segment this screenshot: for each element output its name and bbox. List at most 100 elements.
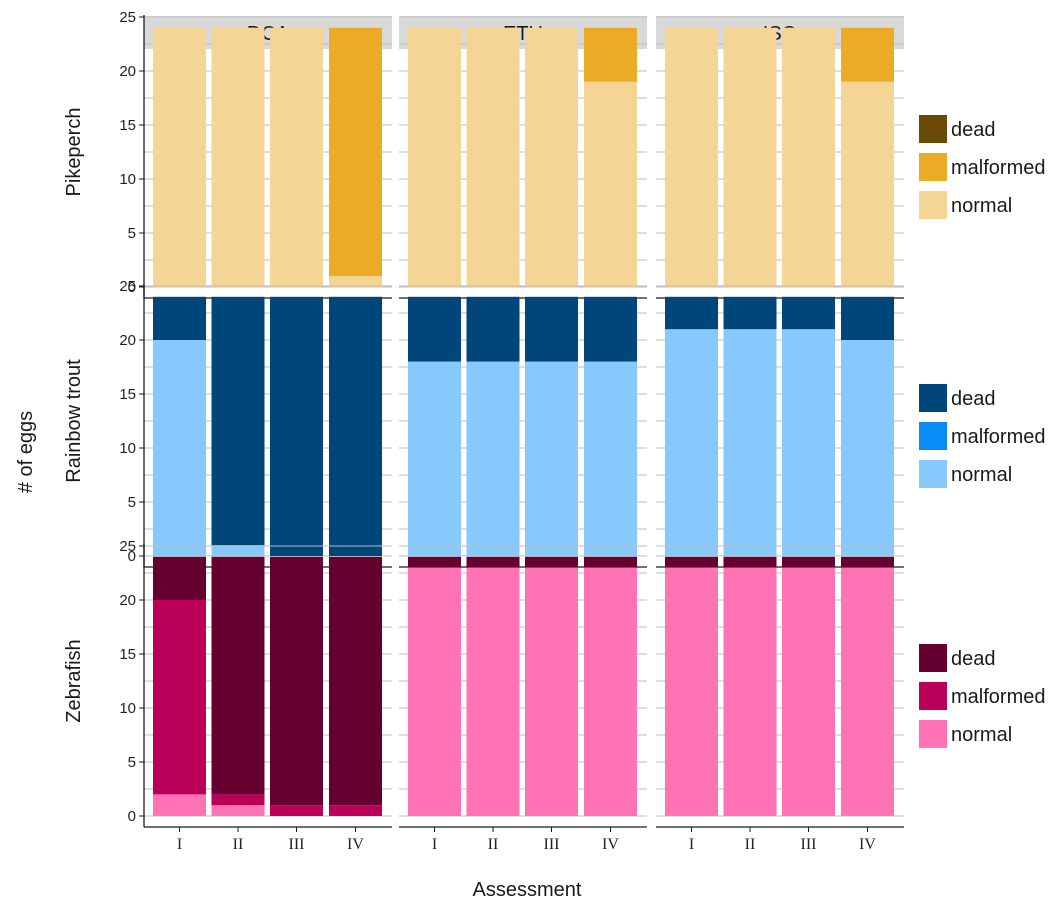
y-tick-label: 10: [119, 700, 136, 717]
x-tick-label-eth-I: I: [432, 836, 437, 853]
legend-pikeperch: dead malformed normal: [919, 115, 1045, 219]
bar-rainbow-trout-iso-I-dead: [665, 296, 718, 330]
bar-pikeperch-dca-I-normal: [153, 27, 206, 288]
bar-zebrafish-dca-I-dead: [153, 556, 206, 600]
x-axis: I II III IV I II III IV I II III IV: [177, 827, 876, 853]
bar-rainbow-trout-dca-I-dead: [153, 296, 206, 340]
bar-zebrafish-eth-IV-normal: [584, 567, 637, 816]
bar-zebrafish-iso-II-dead: [723, 556, 777, 568]
y-tick-label: 15: [119, 646, 136, 663]
panel-pikeperch-iso: [656, 16, 904, 299]
bar-rainbow-trout-eth-III-dead: [525, 296, 578, 362]
bar-zebrafish-eth-III-normal: [525, 567, 578, 816]
y-tick-label: 5: [128, 225, 136, 242]
bar-pikeperch-dca-IV-normal: [329, 276, 382, 287]
y-tick-label: 5: [128, 754, 136, 771]
bar-zebrafish-eth-III-dead: [525, 556, 578, 568]
bar-zebrafish-eth-I-dead: [408, 556, 461, 568]
y-tick-label: 25: [119, 538, 136, 555]
x-tick-label-eth-II: II: [488, 836, 499, 853]
bar-pikeperch-dca-IV-malformed: [329, 27, 382, 277]
y-tick-label: 0: [128, 808, 136, 825]
bar-zebrafish-eth-IV-dead: [584, 556, 637, 568]
legend-label-normal: normal: [951, 464, 1012, 486]
legend-label-normal: normal: [951, 195, 1012, 217]
bar-zebrafish-iso-III-dead: [782, 556, 835, 568]
y-tick-label: 0: [128, 279, 136, 296]
bar-rainbow-trout-eth-I-dead: [408, 296, 461, 362]
bar-rainbow-trout-eth-II-normal: [466, 361, 520, 556]
y-tick-label: 20: [119, 63, 136, 80]
x-tick-label-dca-III: III: [289, 836, 305, 853]
y-tick-label: 20: [119, 332, 136, 349]
panel-zebrafish-iso: [656, 545, 904, 828]
row-label-rainbow-trout: Rainbow trout: [63, 359, 85, 483]
y-tick-label: 15: [119, 117, 136, 134]
y-tick-label: 5: [128, 494, 136, 511]
y-tick-label: 0: [128, 548, 136, 565]
bar-rainbow-trout-eth-III-normal: [525, 361, 578, 556]
bar-zebrafish-iso-IV-dead: [841, 556, 894, 568]
bar-rainbow-trout-iso-III-dead: [782, 296, 835, 330]
bar-zebrafish-eth-I-normal: [408, 567, 461, 816]
bar-zebrafish-eth-II-dead: [466, 556, 520, 568]
y-tick-label: 25: [119, 9, 136, 26]
y-tick-label: 25: [119, 278, 136, 295]
bar-zebrafish-dca-III-dead: [270, 556, 323, 806]
bar-rainbow-trout-eth-IV-normal: [584, 361, 637, 556]
bar-rainbow-trout-iso-II-dead: [723, 296, 777, 330]
panel-pikeperch-eth: [399, 16, 647, 299]
legend-rainbow-trout: dead malformed normal: [919, 384, 1045, 488]
bar-pikeperch-iso-III-normal: [782, 27, 835, 288]
bar-zebrafish-dca-I-malformed: [153, 600, 206, 795]
bar-zebrafish-iso-I-normal: [665, 567, 718, 816]
legend-swatch-dead: [919, 115, 947, 143]
legend-swatch-normal: [919, 720, 947, 748]
x-tick-label-iso-II: II: [745, 836, 756, 853]
bar-rainbow-trout-iso-II-normal: [723, 329, 777, 556]
bar-pikeperch-dca-III-normal: [270, 27, 323, 288]
bar-rainbow-trout-iso-III-normal: [782, 329, 835, 556]
bar-pikeperch-iso-IV-normal: [841, 81, 894, 287]
row-labels: Pikeperch Rainbow trout Zebrafish: [63, 108, 85, 723]
legend-swatch-dead: [919, 644, 947, 672]
bar-pikeperch-iso-II-normal: [723, 27, 777, 288]
bar-rainbow-trout-iso-IV-normal: [841, 340, 894, 556]
panel-rainbow-trout-eth: [399, 285, 647, 568]
y-tick-label: 10: [119, 440, 136, 457]
bar-zebrafish-dca-IV-malformed: [329, 805, 382, 816]
row-label-zebrafish: Zebrafish: [63, 639, 85, 722]
bar-rainbow-trout-eth-II-dead: [466, 296, 520, 362]
row-label-pikeperch: Pikeperch: [63, 108, 85, 197]
bar-zebrafish-iso-I-dead: [665, 556, 718, 568]
bar-rainbow-trout-eth-IV-dead: [584, 296, 637, 362]
legend-zebrafish: dead malformed normal: [919, 644, 1045, 748]
y-tick-label: 20: [119, 592, 136, 609]
bar-pikeperch-eth-IV-normal: [584, 81, 637, 287]
x-tick-label-dca-II: II: [233, 836, 244, 853]
legend-label-malformed: malformed: [951, 157, 1045, 179]
legend-swatch-normal: [919, 191, 947, 219]
legend-label-dead: dead: [951, 648, 996, 670]
bar-rainbow-trout-iso-IV-dead: [841, 296, 894, 340]
y-tick-label: 15: [119, 386, 136, 403]
legend-label-dead: dead: [951, 119, 996, 141]
x-tick-label-eth-IV: IV: [602, 836, 619, 853]
bar-zebrafish-dca-II-malformed: [211, 794, 265, 806]
bar-rainbow-trout-dca-II-normal: [211, 545, 265, 556]
legend-label-malformed: malformed: [951, 426, 1045, 448]
bar-rainbow-trout-dca-II-dead: [211, 296, 265, 546]
panel-rainbow-trout-dca: [144, 285, 392, 568]
bar-zebrafish-eth-II-normal: [466, 567, 520, 816]
x-tick-label-iso-IV: IV: [859, 836, 876, 853]
bar-rainbow-trout-dca-I-normal: [153, 340, 206, 556]
x-tick-label-iso-I: I: [689, 836, 694, 853]
bar-pikeperch-dca-II-normal: [211, 27, 265, 288]
x-tick-label-dca-I: I: [177, 836, 182, 853]
x-tick-label-dca-IV: IV: [347, 836, 364, 853]
legend-label-dead: dead: [951, 388, 996, 410]
panel-zebrafish-dca: [144, 545, 392, 828]
bar-zebrafish-dca-III-malformed: [270, 805, 323, 816]
bar-zebrafish-dca-I-normal: [153, 794, 206, 816]
